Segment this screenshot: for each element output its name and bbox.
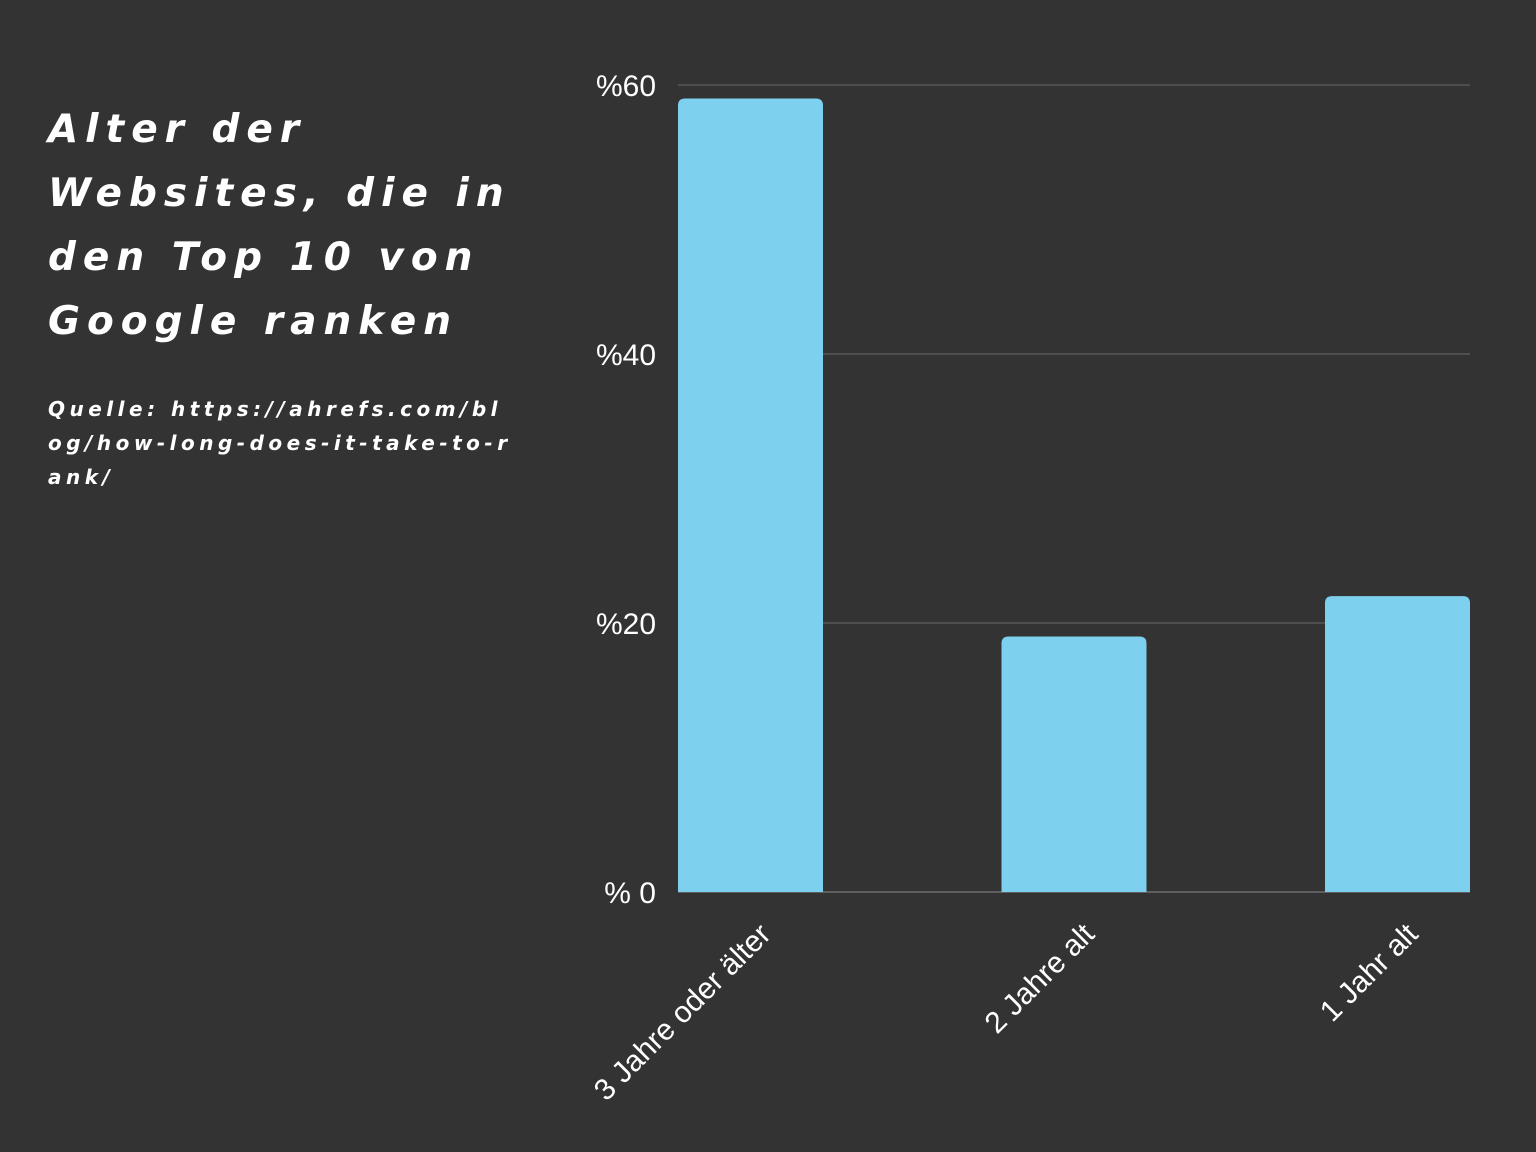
bar-3 [1325, 596, 1470, 892]
y-tick-label: % 0 [604, 877, 656, 910]
x-tick-label: 3 Jahre oder älter [588, 918, 778, 1108]
y-tick-label: %40 [596, 339, 656, 372]
x-tick-label: 2 Jahre alt [979, 917, 1102, 1040]
bar-1 [678, 98, 823, 892]
bars [678, 98, 1470, 892]
x-tick-label: 1 Jahr alt [1314, 917, 1425, 1028]
y-tick-label: %60 [596, 70, 656, 103]
bar-2 [1001, 636, 1147, 892]
y-tick-label: %20 [596, 608, 656, 641]
source-note: Quelle: https://ahrefs.com/blog/how-long… [48, 397, 512, 489]
chart-title: Alter der Websites, die in den Top 10 vo… [48, 107, 511, 344]
